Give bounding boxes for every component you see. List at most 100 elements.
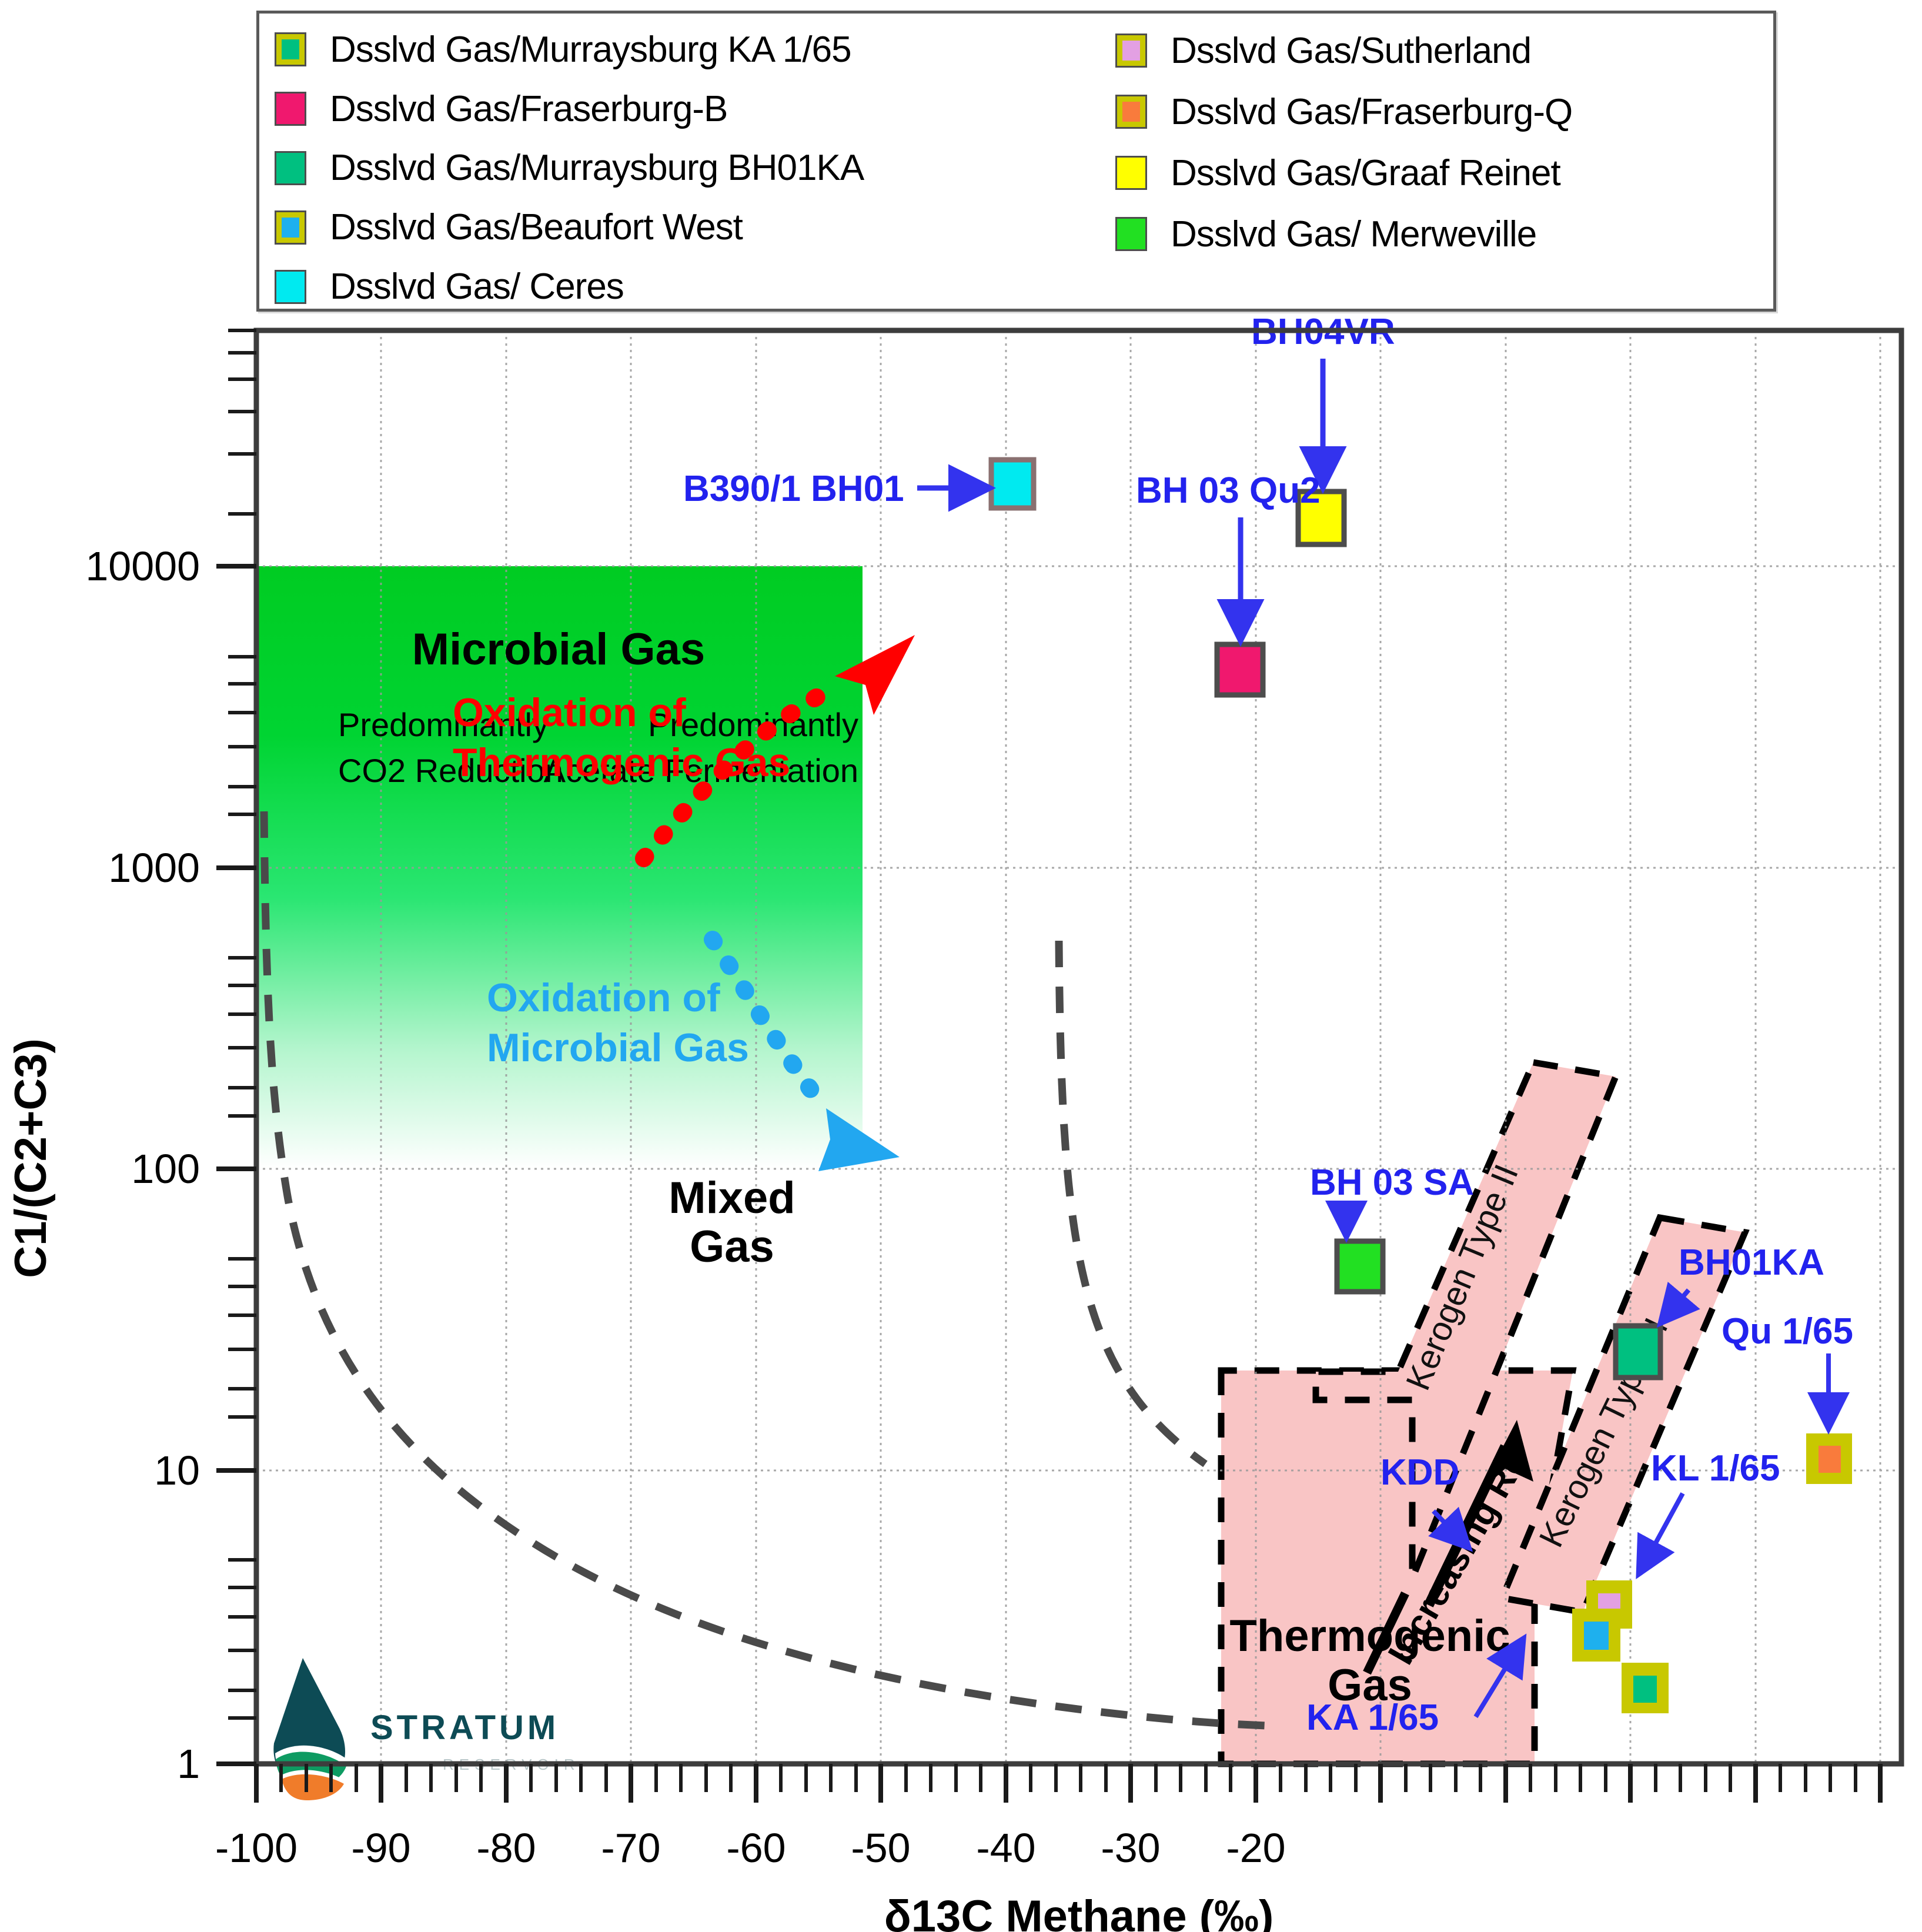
svg-text:Predominantly: Predominantly <box>338 706 549 743</box>
data-point-label-bh01ka: BH01KA <box>1679 1242 1824 1283</box>
legend-swatch-icon <box>275 32 306 67</box>
callout-label-ka-1-65: KA 1/65 <box>1306 1697 1439 1738</box>
legend-swatch-icon <box>275 92 306 126</box>
legend-item[interactable]: Dsslvd Gas/Beaufort West <box>275 205 1115 249</box>
legend-item-label: Dsslvd Gas/Fraserburg-B <box>330 88 728 129</box>
svg-text:10000: 10000 <box>85 543 200 589</box>
legend-item-label: Dsslvd Gas/Murraysburg BH01KA <box>330 148 864 189</box>
legend-swatch-icon <box>275 210 306 245</box>
microbial-subtitle-left: Predominantly CO2 Reduction <box>338 706 563 789</box>
oxidation-thermogenic-label: Oxidation of Thermogenic Gas <box>453 690 790 785</box>
callout-arrow-kl-1-65 <box>1636 1492 1685 1580</box>
thermogenic-gas-label: Thermogenic Gas <box>1229 1611 1510 1710</box>
svg-text:1000: 1000 <box>108 845 200 891</box>
y-axis-minor-ticks <box>228 329 256 1720</box>
data-point-qu-1-65[interactable] <box>1806 1433 1852 1484</box>
chart-plot-area: Microbial Gas Predominantly CO2 Reductio… <box>0 317 1922 1932</box>
svg-text:Microbial Gas: Microbial Gas <box>487 1025 749 1070</box>
svg-text:Oxidation of: Oxidation of <box>487 975 720 1020</box>
legend-item[interactable]: Dsslvd Gas/ Merweville <box>1115 211 1762 257</box>
legend-item[interactable]: Dsslvd Gas/Graaf Reinet <box>1115 150 1762 196</box>
legend-item[interactable]: Dsslvd Gas/Murraysburg KA 1/65 <box>275 28 1115 72</box>
kerogen-type-ii-band <box>1312 1058 1620 1580</box>
oxidation-thermogenic-arrow <box>635 635 915 867</box>
grid-lines <box>256 330 1901 1764</box>
callout-arrow-bh01ka <box>1656 1281 1700 1328</box>
mixed-gas-label: Mixed Gas <box>668 1173 795 1272</box>
svg-text:-60: -60 <box>726 1825 785 1871</box>
svg-text:-90: -90 <box>351 1825 410 1871</box>
data-point-label-b390-1-bh01: B390/1 BH01 <box>683 469 904 509</box>
chart-legend: Dsslvd Gas/Murraysburg KA 1/65 Dsslvd Ga… <box>256 11 1776 312</box>
callout-label-kl-1-65: KL 1/65 <box>1651 1448 1780 1489</box>
legend-item[interactable]: Dsslvd Gas/Sutherland <box>1115 28 1762 73</box>
data-point-bh-03-qu2[interactable] <box>1214 641 1266 698</box>
data-point-b390-1-bh01[interactable] <box>988 457 1037 511</box>
svg-text:-80: -80 <box>476 1825 536 1871</box>
svg-text:Gas: Gas <box>690 1222 774 1272</box>
legend-item[interactable]: Dsslvd Gas/Murraysburg BH01KA <box>275 146 1115 190</box>
legend-item-label: Dsslvd Gas/Graaf Reinet <box>1171 152 1561 193</box>
data-point-label-bh-03-sa: BH 03 SA <box>1310 1162 1474 1203</box>
svg-text:1: 1 <box>177 1741 200 1787</box>
svg-text:CO2 Reduction: CO2 Reduction <box>338 752 563 789</box>
svg-text:-70: -70 <box>601 1825 660 1871</box>
svg-text:100: 100 <box>131 1146 200 1192</box>
legend-column-right: Dsslvd Gas/Sutherland Dsslvd Gas/Fraserb… <box>1115 28 1762 309</box>
svg-text:Thermogenic Gas: Thermogenic Gas <box>453 740 790 785</box>
thermogenic-gas-region <box>1218 1367 1577 1767</box>
x-axis-title: δ13C Methane (‰) <box>884 1891 1274 1932</box>
data-point-kdd-beaufort-west[interactable] <box>1572 1609 1620 1662</box>
data-point-bh04vr[interactable] <box>1295 489 1347 547</box>
svg-text:-50: -50 <box>851 1825 910 1871</box>
legend-item[interactable]: Dsslvd Gas/Fraserburg-B <box>275 87 1115 131</box>
microbial-gas-title: Microbial Gas <box>412 624 705 674</box>
svg-text:10: 10 <box>154 1448 200 1493</box>
callout-arrow-kdd <box>1428 1506 1473 1552</box>
legend-column-left: Dsslvd Gas/Murraysburg KA 1/65 Dsslvd Ga… <box>275 28 1115 309</box>
legend-swatch-icon <box>1115 34 1147 68</box>
legend-swatch-icon <box>1115 217 1147 251</box>
svg-text:Oxidation of: Oxidation of <box>453 690 686 735</box>
callout-arrow-ka-1-65 <box>1473 1633 1527 1719</box>
oxidation-microbial-arrow <box>704 931 900 1171</box>
data-point-bh-03-sa[interactable] <box>1334 1238 1386 1295</box>
svg-text:-40: -40 <box>976 1825 1035 1871</box>
data-point-label-bh-03-qu2: BH 03 Qu2 <box>1136 470 1321 511</box>
y-axis-major-ticks <box>216 564 256 1766</box>
svg-text:Mixed: Mixed <box>668 1173 795 1223</box>
legend-item-label: Dsslvd Gas/Murraysburg KA 1/65 <box>330 29 852 70</box>
legend-item-label: Dsslvd Gas/Fraserburg-Q <box>1171 91 1573 132</box>
data-point-ka-1-65[interactable] <box>1622 1663 1669 1713</box>
baseline-dashed-curve-right <box>1055 940 1208 1468</box>
legend-swatch-icon <box>1115 156 1147 190</box>
svg-text:-20: -20 <box>1226 1825 1285 1871</box>
baseline-dashed-curve <box>260 811 1282 1730</box>
legend-swatch-icon <box>275 151 306 185</box>
legend-item[interactable]: Dsslvd Gas/Fraserburg-Q <box>1115 89 1762 135</box>
svg-text:Predominantly: Predominantly <box>648 706 858 743</box>
legend-item-label: Dsslvd Gas/ Ceres <box>330 266 624 307</box>
x-axis-tick-labels: -100 -90 -80 -70 -60 -50 -40 -30 -20 <box>215 1825 1286 1871</box>
svg-text:Thermogenic: Thermogenic <box>1229 1611 1510 1661</box>
svg-text:-100: -100 <box>215 1825 298 1871</box>
x-axis-ticks <box>254 1764 1883 1803</box>
legend-item-label: Dsslvd Gas/Beaufort West <box>330 207 743 248</box>
data-point-label-qu-1-65: Qu 1/65 <box>1722 1311 1853 1352</box>
legend-item-label: Dsslvd Gas/ Merweville <box>1171 213 1537 255</box>
y-axis-title: C1/(C2+C3) <box>6 1038 56 1278</box>
svg-text:-30: -30 <box>1101 1825 1160 1871</box>
legend-swatch-icon <box>1115 95 1147 129</box>
x-axis-minor-ticks <box>279 1764 1857 1792</box>
legend-item-label: Dsslvd Gas/Sutherland <box>1171 30 1532 71</box>
legend-item[interactable]: Dsslvd Gas/ Ceres <box>275 265 1115 309</box>
y-axis-tick-labels: 10000 1000 100 10 1 <box>85 543 200 1787</box>
stratum-reservoir-logo: STRATUM RESERVOIR <box>273 1658 575 1800</box>
callout-label-kdd: KDD <box>1381 1452 1459 1493</box>
data-point-bh01ka[interactable] <box>1613 1323 1663 1381</box>
data-point-label-bh04vr: BH04VR <box>1251 317 1395 352</box>
legend-swatch-icon <box>275 269 306 304</box>
oxidation-microbial-label: Oxidation of Microbial Gas <box>487 975 749 1070</box>
logo-text-stratum: STRATUM <box>370 1709 559 1747</box>
